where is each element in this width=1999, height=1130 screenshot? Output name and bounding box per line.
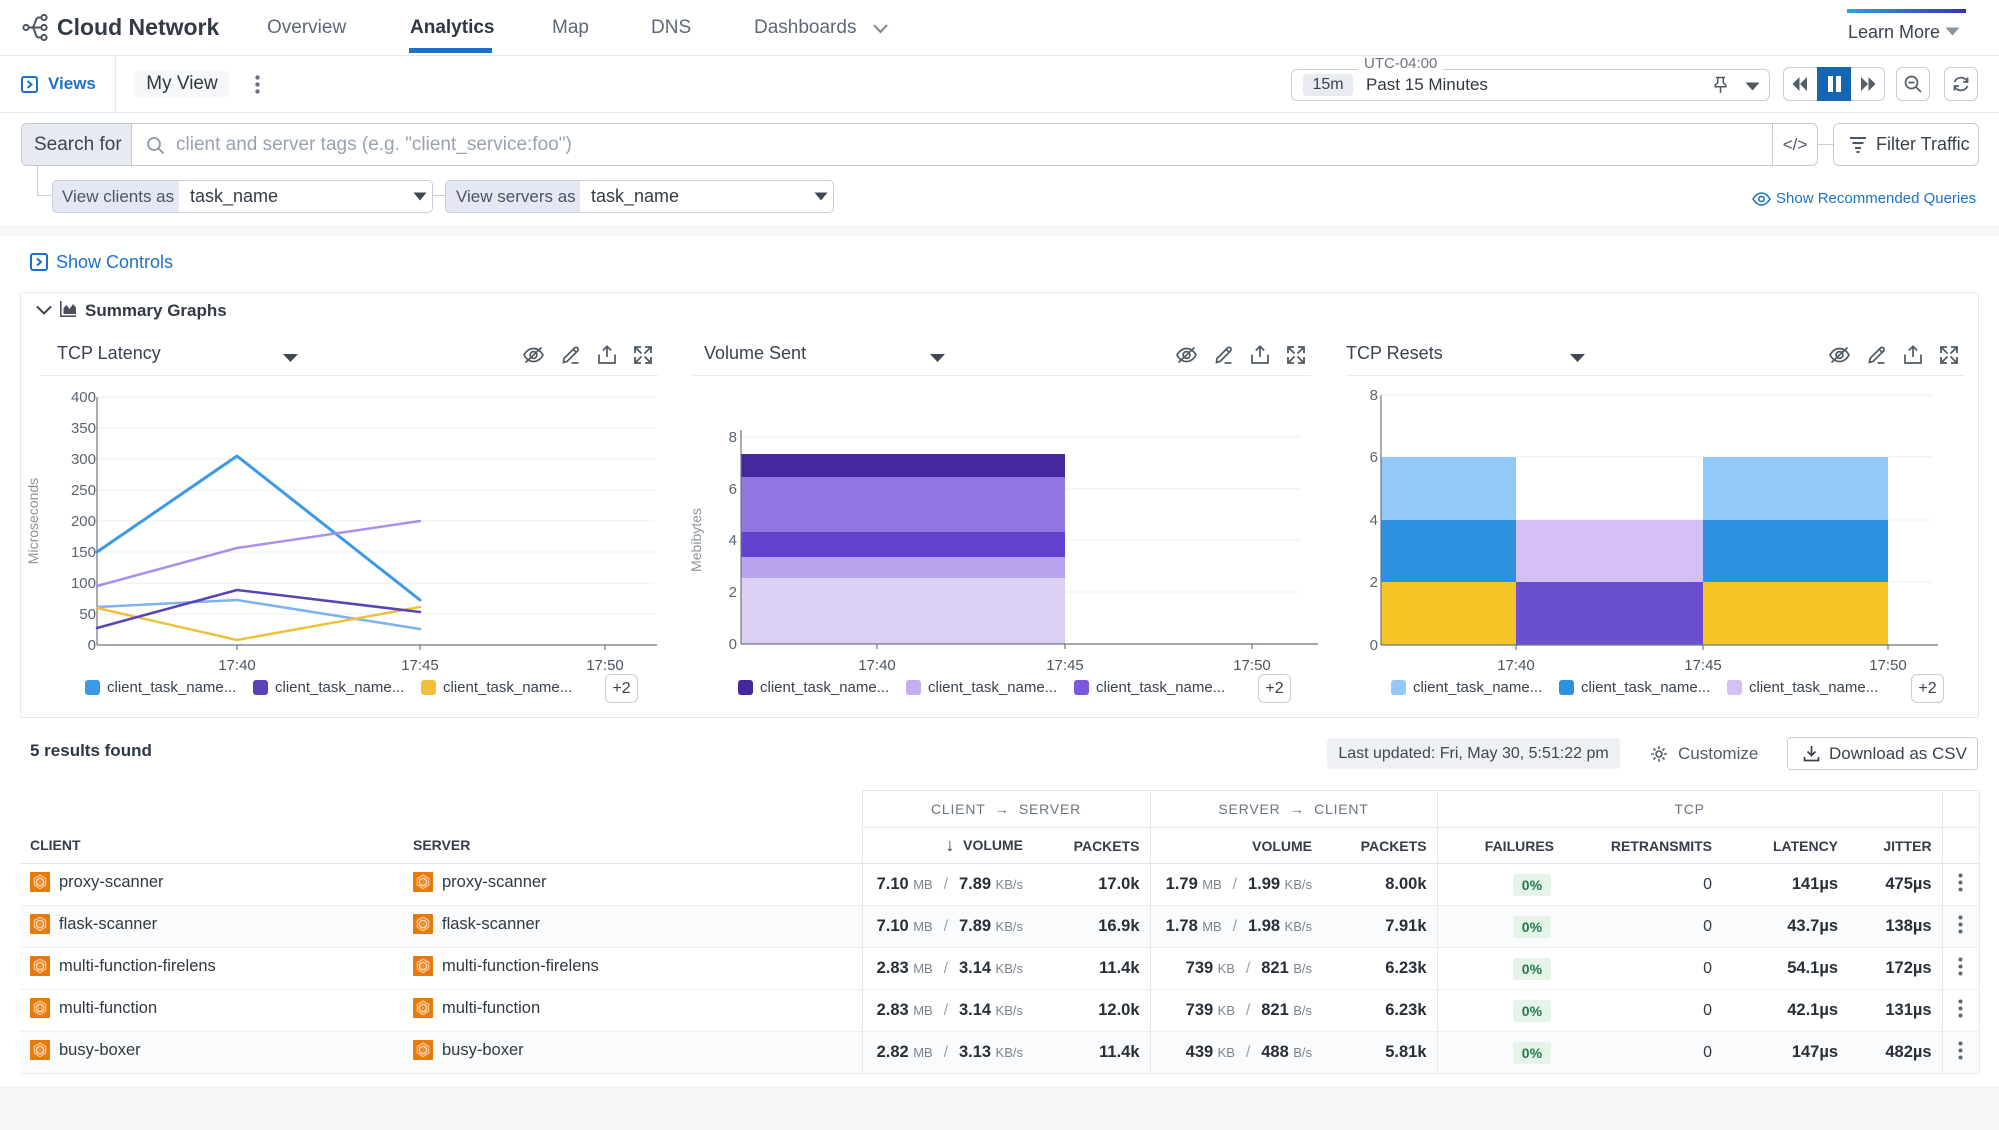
svg-text:17:50: 17:50	[586, 657, 624, 674]
svg-text:17:45: 17:45	[1684, 657, 1722, 674]
svg-text:17:40: 17:40	[218, 657, 256, 674]
svg-text:0: 0	[729, 636, 737, 653]
svg-text:8: 8	[1370, 387, 1378, 404]
svg-text:17:40: 17:40	[1497, 657, 1535, 674]
svg-text:300: 300	[71, 451, 96, 468]
svg-text:150: 150	[71, 544, 96, 561]
svg-text:100: 100	[71, 575, 96, 592]
svg-text:50: 50	[79, 606, 96, 623]
svg-text:17:45: 17:45	[1046, 657, 1084, 674]
svg-text:17:40: 17:40	[858, 657, 896, 674]
svg-text:250: 250	[71, 482, 96, 499]
svg-text:Mebibytes: Mebibytes	[688, 508, 704, 572]
svg-text:0: 0	[1370, 637, 1378, 654]
svg-text:17:50: 17:50	[1869, 657, 1907, 674]
svg-text:4: 4	[729, 532, 737, 549]
svg-text:4: 4	[1370, 512, 1378, 529]
svg-text:Microseconds: Microseconds	[25, 478, 41, 564]
svg-text:0: 0	[88, 637, 96, 654]
svg-text:400: 400	[71, 389, 96, 406]
svg-text:350: 350	[71, 420, 96, 437]
svg-text:6: 6	[1370, 449, 1378, 466]
svg-text:8: 8	[729, 429, 737, 446]
svg-text:2: 2	[1370, 574, 1378, 591]
svg-text:17:45: 17:45	[401, 657, 439, 674]
svg-text:6: 6	[729, 481, 737, 498]
svg-text:2: 2	[729, 584, 737, 601]
svg-text:17:50: 17:50	[1233, 657, 1271, 674]
svg-text:200: 200	[71, 513, 96, 530]
